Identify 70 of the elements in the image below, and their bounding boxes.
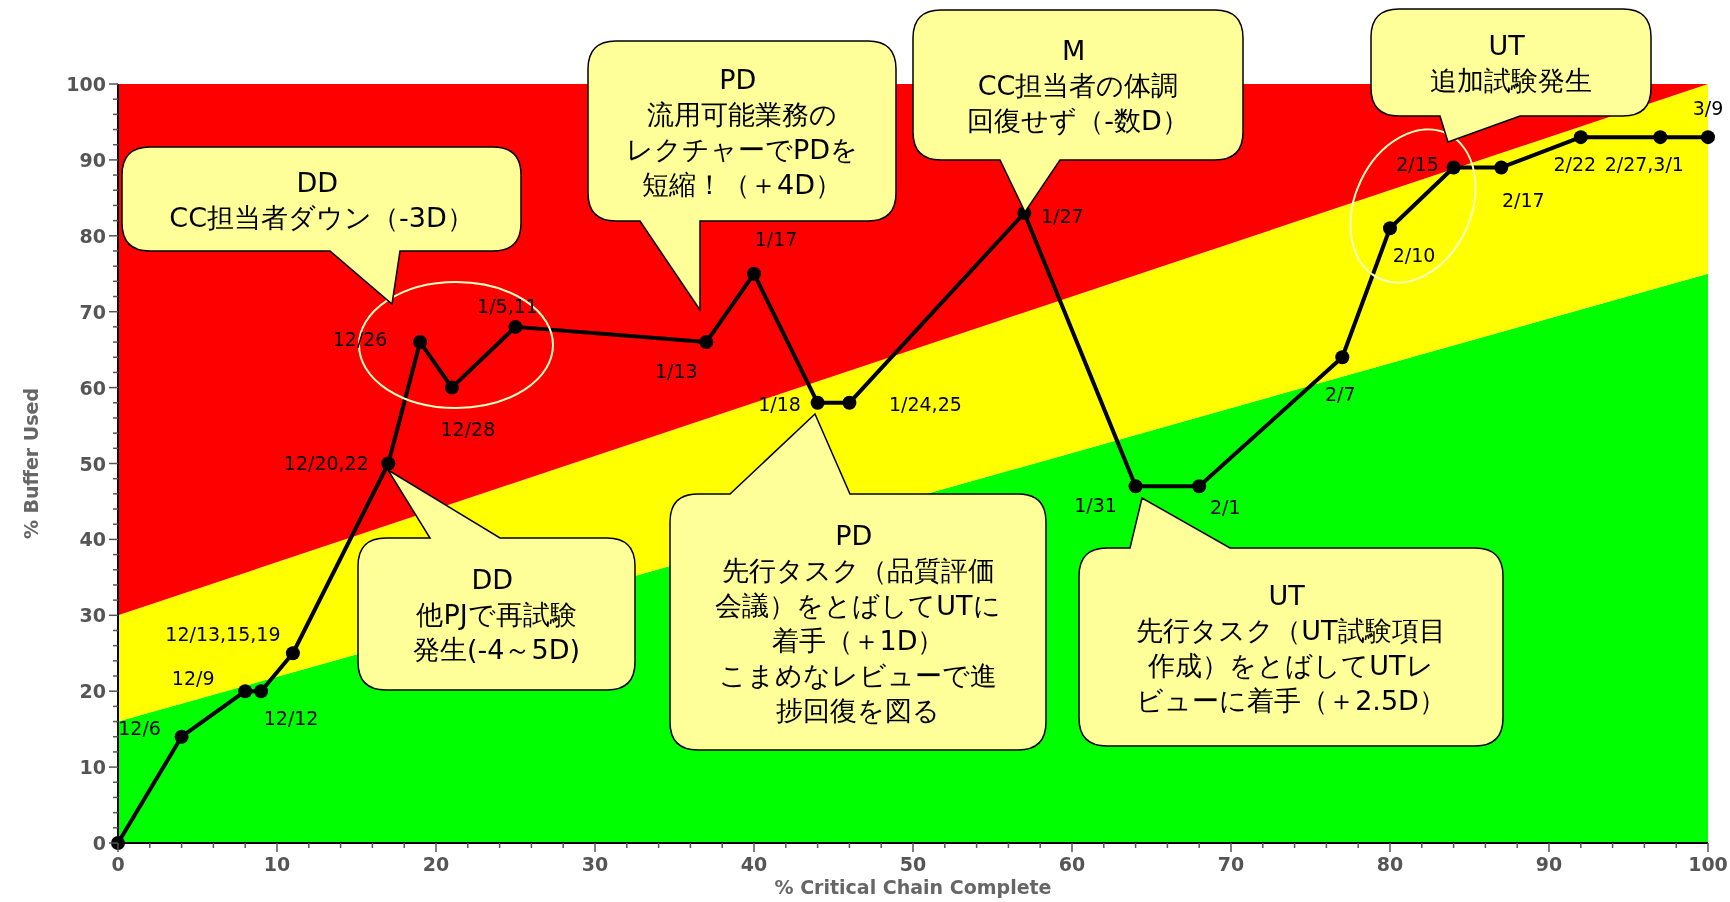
point — [747, 266, 761, 281]
point — [174, 729, 189, 744]
y-tick-label: 60 — [79, 376, 106, 399]
annotation: 12/28 — [440, 417, 496, 440]
annotation: 1/24,25 — [888, 392, 962, 415]
annotation: 1/18 — [758, 392, 801, 415]
annotation: 1/13 — [654, 360, 698, 383]
point — [1446, 160, 1461, 175]
y-tick-label: 0 — [92, 832, 106, 854]
annotation: M CC担当者の体調回復せず（-数D） — [967, 35, 1189, 136]
point — [1383, 221, 1397, 236]
point — [1192, 479, 1207, 494]
point — [285, 646, 300, 661]
x-tick-label: 90 — [1535, 853, 1563, 875]
point — [1701, 130, 1715, 145]
y-axis-title: % Buffer Used — [20, 387, 42, 540]
x-tick-label: 10 — [263, 853, 291, 875]
x-tick-label: 20 — [422, 853, 450, 875]
annotation: 12/13,15,19 — [165, 623, 281, 646]
annotation: 2/15 — [1396, 153, 1439, 176]
y-tick-label: 80 — [79, 224, 106, 247]
x-tick-label: 50 — [899, 853, 927, 875]
annotation: UT 追加試験発生 — [1430, 30, 1592, 96]
point — [1573, 130, 1588, 145]
y-tick-label: 100 — [66, 73, 106, 95]
annotation: PD 流用可能業務のレクチャーでPDを短縮！（＋4D） — [625, 63, 859, 200]
annotation: 1/17 — [754, 227, 798, 250]
x-axis-title: % Critical Chain Complete — [774, 876, 1052, 898]
y-tick-label: 10 — [79, 756, 106, 779]
y-tick-label: 20 — [79, 680, 106, 703]
annotation: 2/17 — [1501, 189, 1545, 212]
annotation: 2/27,3/1 — [1604, 153, 1684, 176]
annotation: 2/1 — [1209, 496, 1241, 519]
annotation: 2/7 — [1325, 383, 1356, 406]
annotation: PD 先行タスク（品質評価会議）をとばしてUTに着手（＋1D）こまめなレビューで進捗回復を図る — [715, 519, 1001, 726]
point — [444, 380, 459, 395]
x-tick-label: 100 — [1688, 853, 1728, 875]
annotation: 12/9 — [171, 667, 215, 690]
point — [1494, 160, 1509, 175]
y-tick-label: 70 — [79, 300, 106, 323]
annotation: 12/6 — [118, 716, 161, 739]
y-tick-label: 40 — [79, 528, 106, 551]
annotation: DD CC担当者ダウン（-3D） — [169, 166, 474, 233]
point — [1128, 479, 1143, 494]
x-tick-label: 60 — [1058, 853, 1086, 875]
point — [810, 395, 825, 410]
x-tick-label: 70 — [1217, 853, 1245, 875]
annotation: DD 他PJで再試験発生(-4～5D) — [413, 564, 580, 665]
annotation: 3/9 — [1692, 97, 1724, 120]
annotation: 2/22 — [1553, 153, 1597, 176]
y-tick-label: 90 — [79, 148, 106, 171]
y-tick-label: 30 — [79, 604, 106, 627]
annotation: 2/10 — [1392, 244, 1436, 267]
x-tick-label: 40 — [740, 853, 768, 875]
annotation: UT 先行タスク（UT試験項目作成）をとばしてUTレビューに着手（＋2.5D） — [1136, 579, 1446, 716]
annotation: 12/12 — [263, 707, 319, 730]
x-tick-label: 80 — [1376, 853, 1404, 875]
point — [381, 456, 396, 471]
point — [842, 395, 857, 410]
point — [413, 335, 428, 350]
x-tick-label: 30 — [581, 853, 609, 875]
point — [238, 684, 253, 699]
y-tick-label: 50 — [79, 452, 106, 475]
point — [1335, 350, 1350, 365]
x-tick-label: 0 — [111, 853, 125, 875]
point — [508, 319, 523, 334]
point — [254, 684, 269, 699]
annotation: 1/31 — [1074, 494, 1117, 517]
point — [699, 335, 714, 350]
point — [1653, 130, 1668, 145]
